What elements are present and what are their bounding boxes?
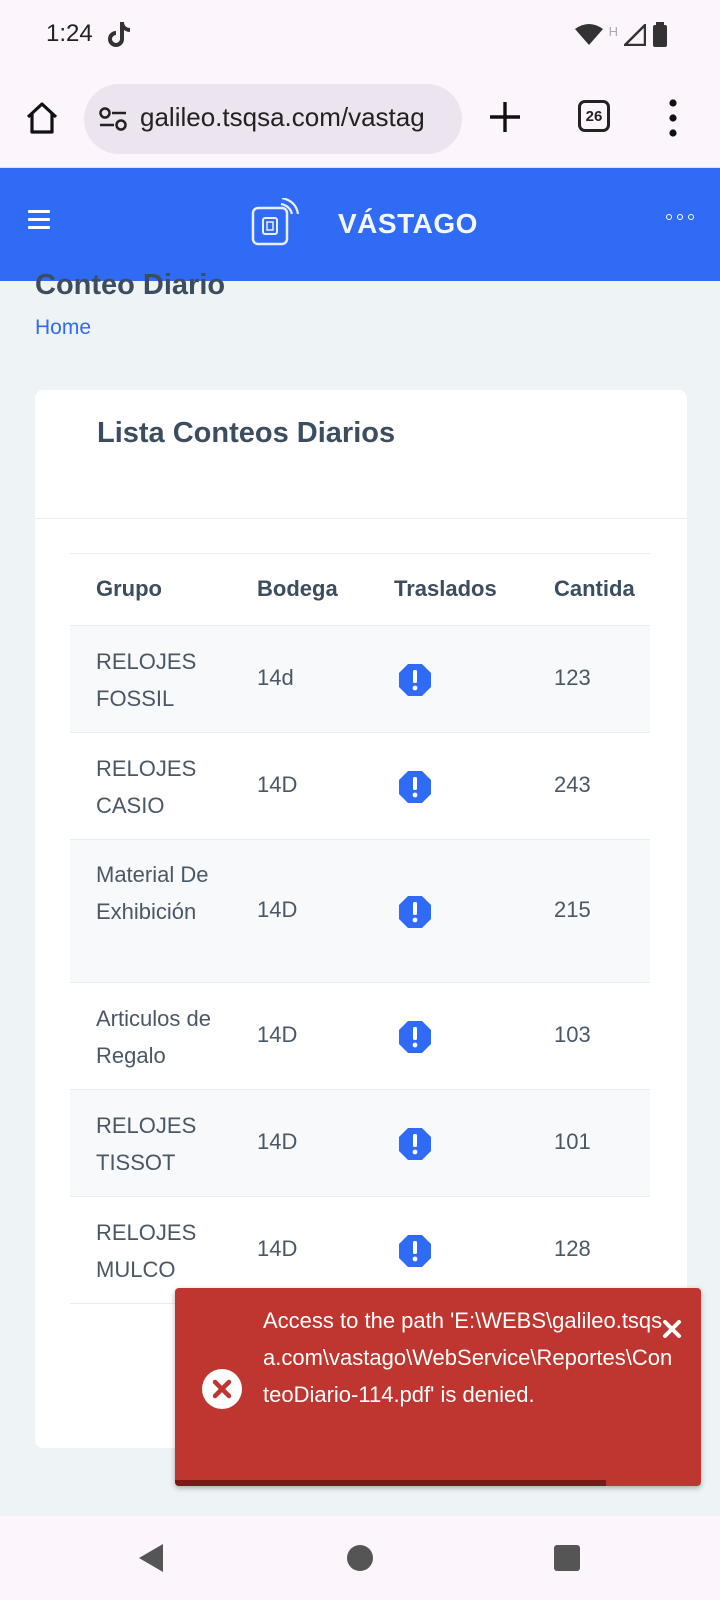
browser-toolbar: galileo.tsqsa.com/vastag 26: [0, 70, 720, 168]
table-row[interactable]: RELOJES TISSOT 14D 101: [70, 1090, 650, 1197]
table-row[interactable]: Articulos de Regalo 14D 103: [70, 983, 650, 1090]
recent-apps-icon[interactable]: [554, 1545, 580, 1571]
close-icon[interactable]: [661, 1318, 683, 1340]
site-settings-icon[interactable]: [98, 106, 128, 132]
wifi-icon: [574, 24, 603, 45]
alert-octagon-icon[interactable]: [398, 1234, 432, 1268]
table-header: Grupo Bodega Traslados Cantida: [70, 553, 650, 626]
cell-bodega: 14D: [257, 1236, 298, 1261]
alert-octagon-icon[interactable]: [398, 663, 432, 697]
table-body: RELOJES FOSSIL 14d 123 RELOJES CASIO 14D 243 M…: [70, 626, 650, 1304]
brand-logo-icon: [251, 198, 300, 246]
cell-bodega: 14D: [257, 1022, 298, 1047]
error-icon: [202, 1369, 242, 1409]
tab-switcher-button[interactable]: 26: [578, 100, 610, 132]
cell-cantidad: 101: [554, 1129, 591, 1154]
cell-grupo: RELOJES TISSOT: [96, 1113, 197, 1175]
cell-grupo: RELOJES FOSSIL: [96, 649, 197, 711]
header-options-icon[interactable]: [666, 214, 694, 222]
column-header-traslados[interactable]: Traslados: [394, 576, 497, 601]
tiktok-icon: [108, 22, 130, 47]
page-title: Conteo Diario: [35, 269, 226, 301]
new-tab-icon[interactable]: [486, 98, 524, 136]
table-row[interactable]: RELOJES CASIO 14D 243: [70, 733, 650, 840]
app-header: VÁSTAGO: [0, 168, 720, 281]
home-icon[interactable]: [24, 100, 60, 136]
column-header-bodega[interactable]: Bodega: [257, 576, 338, 601]
alert-octagon-icon[interactable]: [398, 770, 432, 804]
cell-grupo: RELOJES CASIO: [96, 756, 197, 818]
table-row[interactable]: RELOJES FOSSIL 14d 123: [70, 626, 650, 733]
column-header-grupo[interactable]: Grupo: [96, 576, 162, 601]
list-card: Lista Conteos Diarios Grupo Bodega Trasl…: [35, 390, 687, 1448]
cell-bodega: 14D: [257, 772, 298, 797]
cell-bodega: 14d: [257, 665, 294, 690]
cell-grupo: RELOJES MULCO: [96, 1220, 197, 1282]
error-toast: Access to the path 'E:\WEBS\galileo.tsqs…: [175, 1288, 701, 1486]
toast-progress-bar: [175, 1480, 607, 1486]
more-options-icon[interactable]: [666, 98, 680, 138]
signal-icon: [624, 24, 646, 46]
back-icon[interactable]: [137, 1542, 165, 1574]
address-bar[interactable]: galileo.tsqsa.com/vastag: [84, 84, 462, 154]
cell-cantidad: 103: [554, 1022, 591, 1047]
alert-octagon-icon[interactable]: [398, 895, 432, 929]
network-type-label: H: [608, 23, 618, 39]
toast-message: Access to the path 'E:\WEBS\galileo.tsqs…: [263, 1308, 673, 1407]
url-text[interactable]: galileo.tsqsa.com/vastag: [140, 102, 425, 132]
status-time: 1:24: [46, 20, 93, 47]
cell-bodega: 14D: [257, 897, 298, 922]
cell-grupo: Material De Exhibición: [96, 862, 209, 924]
card-title: Lista Conteos Diarios: [97, 417, 396, 449]
alert-octagon-icon[interactable]: [398, 1020, 432, 1054]
cell-cantidad: 123: [554, 665, 591, 690]
cell-cantidad: 215: [554, 897, 591, 922]
breadcrumb-home-link[interactable]: Home: [35, 316, 92, 339]
column-header-cantidad[interactable]: Cantida: [554, 576, 635, 601]
battery-icon: [653, 22, 667, 47]
alert-octagon-icon[interactable]: [398, 1127, 432, 1161]
table-row[interactable]: Material De Exhibición 14D 215: [70, 840, 650, 983]
cell-cantidad: 128: [554, 1236, 591, 1261]
status-bar: 1:24 H: [0, 0, 720, 70]
status-icons: H: [574, 20, 668, 50]
conteos-table: Grupo Bodega Traslados Cantida RELOJES F…: [70, 553, 650, 1304]
cell-grupo: Articulos de Regalo: [96, 1006, 211, 1068]
cell-bodega: 14D: [257, 1129, 298, 1154]
hamburger-menu-icon[interactable]: [28, 210, 50, 229]
cell-cantidad: 243: [554, 772, 591, 797]
home-nav-icon[interactable]: [347, 1545, 373, 1571]
brand-name: VÁSTAGO: [338, 208, 478, 239]
card-divider: [35, 518, 687, 519]
